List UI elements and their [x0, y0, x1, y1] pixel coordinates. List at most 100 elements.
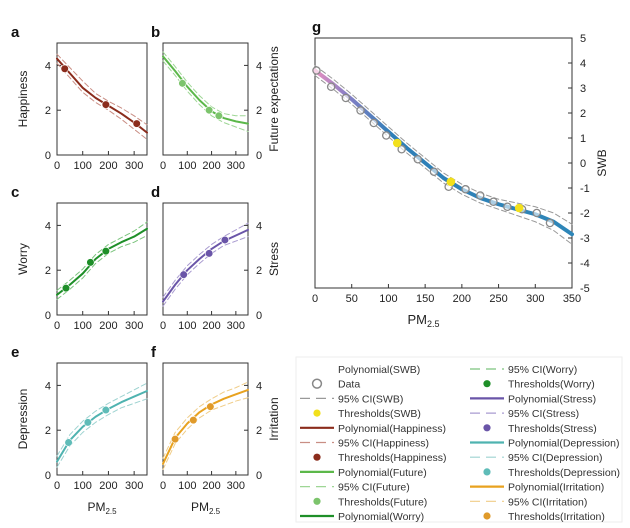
threshold-marker — [514, 203, 524, 213]
plot-area-g — [314, 37, 573, 289]
y-tick-label: 1 — [580, 133, 586, 145]
legend-label: Polynomial(Depression) — [508, 438, 619, 450]
y-tick-label: -2 — [580, 208, 590, 220]
legend: Polynomial(SWB) Data 95% CI(SWB) Thresholds… — [295, 356, 623, 523]
legend-label: Thresholds(Depression) — [508, 467, 620, 479]
data-point — [369, 118, 378, 128]
legend-frame — [295, 356, 623, 523]
ci_upper-line-c — [56, 221, 148, 291]
y-tick-label: -5 — [580, 283, 590, 295]
panel-b: 0 2 4 0 100 200 300 b Future expectations — [151, 24, 281, 172]
ci_upper-line-g — [314, 65, 573, 225]
panel-label-f: f — [151, 344, 157, 361]
x-tick-label: 200 — [202, 320, 220, 332]
y-axis-label-g: SWB — [595, 149, 609, 176]
data-point — [545, 218, 555, 228]
legend-label: Polynomial(Worry) — [338, 511, 424, 523]
data-point — [532, 208, 542, 218]
plot-area-f — [162, 362, 249, 476]
threshold-marker — [205, 106, 214, 115]
ci_lower-line-a — [56, 62, 148, 140]
threshold-marker — [189, 416, 198, 425]
data-point — [429, 167, 439, 176]
legend-swatch — [483, 468, 491, 476]
legend-label: Polynomial(Future) — [338, 467, 427, 479]
y-tick-label: 4 — [45, 60, 51, 72]
data-point — [356, 106, 365, 115]
data-point — [326, 82, 336, 92]
legend-label: 95% CI(Depression) — [508, 452, 603, 464]
y-tick-label: 0 — [580, 158, 586, 170]
x-tick-label: 50 — [346, 293, 358, 305]
y-tick-label: 2 — [256, 105, 262, 117]
legend-label: Polynomial(Stress) — [508, 393, 596, 405]
panel-a: 0 2 4 0 100 200 300 a Happiness — [11, 24, 148, 172]
panel-label-g: g — [312, 19, 321, 36]
x-tick-label: 300 — [227, 320, 245, 332]
threshold-marker — [83, 418, 92, 427]
threshold-marker — [392, 138, 402, 148]
y-tick-label: 5 — [580, 33, 586, 45]
x-tick-label: 0 — [54, 480, 60, 492]
threshold-marker — [101, 247, 110, 256]
legend-label: Thresholds(Irritation) — [508, 511, 605, 523]
panel-label-b: b — [151, 24, 160, 41]
legend-label: Thresholds(SWB) — [338, 408, 421, 420]
x-axis-label-g: PM2.5 — [407, 312, 439, 329]
ci_upper-line-e — [56, 382, 148, 457]
legend-label: 95% CI(Worry) — [508, 364, 577, 376]
data-point — [413, 154, 423, 164]
panel-label-c: c — [11, 184, 19, 201]
x-tick-label: 100 — [74, 160, 92, 172]
x-tick-label: 300 — [227, 480, 245, 492]
threshold-marker — [64, 438, 73, 447]
threshold-marker — [214, 111, 223, 120]
data-point — [397, 144, 406, 154]
panel-label-e: e — [11, 344, 19, 361]
threshold-marker — [446, 177, 456, 187]
panel-f: 0 2 4 0 100 200 300 f Irritation PM2.5 — [151, 344, 281, 516]
threshold-marker — [61, 284, 71, 293]
x-tick-label: 0 — [312, 293, 318, 305]
legend-swatch — [311, 378, 323, 389]
y-tick-label: 2 — [256, 425, 262, 437]
y-tick-label: 2 — [256, 265, 262, 277]
y-tick-label: 0 — [45, 470, 51, 482]
panel-e: 0 2 4 0 100 200 300 e Depression PM2.5 — [11, 344, 148, 516]
y-tick-label: -3 — [580, 233, 590, 245]
polynomial-line-g — [313, 68, 574, 237]
ci_lower-line-d — [162, 236, 249, 307]
x-tick-label: 200 — [202, 160, 220, 172]
threshold-marker — [179, 270, 188, 279]
legend-label: 95% CI(Happiness) — [338, 438, 429, 450]
x-axis-label-f: PM2.5 — [191, 500, 221, 516]
y-axis-label-e: Depression — [16, 389, 30, 450]
legend-label: Polynomial(Irritation) — [508, 482, 604, 494]
panel-label-a: a — [11, 24, 20, 41]
polynomial-line-c — [56, 227, 148, 296]
threshold-marker — [171, 435, 180, 444]
legend-swatch — [483, 380, 491, 388]
data-point — [475, 191, 485, 200]
y-tick-label: 0 — [256, 150, 262, 162]
ci_upper-line-a — [56, 53, 148, 126]
x-tick-label: 300 — [125, 160, 143, 172]
threshold-marker — [86, 258, 95, 267]
threshold-marker — [101, 100, 110, 109]
legend-label: 95% CI(Future) — [338, 482, 410, 494]
ci_upper-line-d — [162, 222, 249, 298]
y-tick-label: 4 — [256, 220, 262, 232]
plot-area-a — [56, 42, 148, 156]
panel-label-d: d — [151, 184, 160, 201]
x-tick-label: 0 — [54, 320, 60, 332]
legend-label: Polynomial(SWB) — [338, 364, 420, 376]
legend-swatch — [313, 409, 321, 417]
y-tick-label: 3 — [580, 83, 586, 95]
plot-area-c — [56, 202, 148, 316]
x-tick-label: 200 — [453, 293, 471, 305]
x-axis-label-e: PM2.5 — [87, 500, 117, 516]
plot-area-b — [162, 42, 249, 156]
y-tick-label: 2 — [45, 105, 51, 117]
data-point — [312, 66, 321, 75]
